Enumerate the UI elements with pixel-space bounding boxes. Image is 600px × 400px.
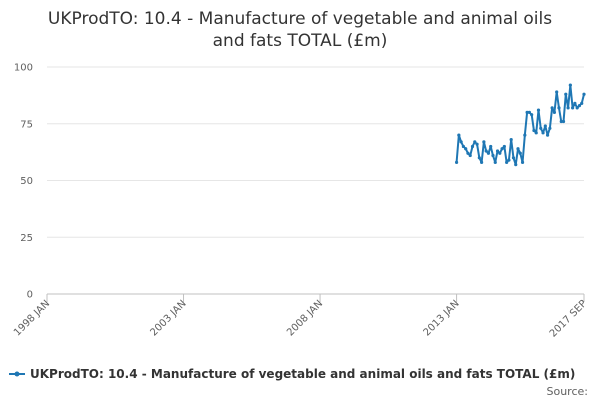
y-tick-label: 75 — [20, 119, 33, 130]
data-point[interactable] — [484, 149, 488, 153]
data-point[interactable] — [500, 147, 504, 151]
data-point[interactable] — [557, 106, 561, 110]
data-point[interactable] — [564, 92, 568, 96]
data-point[interactable] — [571, 106, 575, 110]
data-point[interactable] — [530, 113, 534, 117]
chart-title-line-1: UKProdTO: 10.4 - Manufacture of vegetabl… — [48, 9, 552, 29]
data-point[interactable] — [545, 133, 550, 137]
data-point[interactable] — [532, 128, 536, 133]
data-point[interactable] — [582, 92, 586, 96]
data-point[interactable] — [548, 126, 552, 130]
data-point[interactable] — [527, 110, 531, 114]
series-group — [454, 83, 586, 167]
data-point[interactable] — [491, 153, 495, 158]
data-point[interactable] — [489, 144, 493, 149]
x-tick-label: 2013 JAN — [422, 298, 462, 338]
data-point[interactable] — [495, 149, 500, 153]
y-tick-label: 100 — [14, 63, 33, 74]
x-tick-label: 2003 JAN — [149, 298, 189, 338]
data-point[interactable] — [525, 110, 529, 114]
data-point[interactable] — [502, 144, 506, 149]
x-axis: 1998 JAN 2003 JAN 2008 JAN 2013 JAN 2017 SEP — [12, 294, 589, 340]
data-point[interactable] — [575, 106, 579, 110]
data-point[interactable] — [577, 103, 582, 108]
data-point[interactable] — [498, 151, 502, 155]
data-point[interactable] — [464, 147, 468, 151]
data-point[interactable] — [573, 101, 577, 105]
y-tick-label: 25 — [20, 233, 33, 244]
data-point[interactable] — [543, 124, 547, 128]
data-point[interactable] — [486, 151, 491, 155]
data-point[interactable] — [539, 126, 543, 130]
data-point[interactable] — [559, 119, 563, 124]
data-point[interactable] — [505, 160, 509, 164]
data-point[interactable] — [511, 156, 516, 160]
data-point[interactable] — [520, 160, 525, 164]
data-point[interactable] — [514, 163, 518, 167]
data-point[interactable] — [518, 151, 522, 155]
data-point[interactable] — [509, 138, 513, 142]
data-point[interactable] — [480, 160, 484, 164]
data-point[interactable] — [470, 144, 475, 149]
x-tick-label: 2008 JAN — [285, 298, 325, 338]
x-tick-label: 2017 SEP — [548, 298, 589, 339]
y-tick-label: 0 — [27, 290, 33, 301]
data-point[interactable] — [493, 160, 497, 164]
data-point[interactable] — [457, 133, 461, 137]
data-point[interactable] — [466, 151, 470, 155]
data-point[interactable] — [536, 108, 541, 112]
legend[interactable]: UKProdTO: 10.4 - Manufacture of vegetabl… — [9, 367, 575, 381]
data-point[interactable] — [477, 156, 481, 160]
data-point[interactable] — [568, 83, 572, 87]
data-point[interactable] — [566, 106, 570, 110]
data-point[interactable] — [454, 160, 459, 164]
y-tick-label: 50 — [20, 176, 33, 187]
source-note: Source: — [547, 385, 589, 398]
data-point[interactable] — [482, 140, 486, 144]
data-point[interactable] — [473, 140, 477, 144]
data-point[interactable] — [468, 153, 472, 158]
data-point[interactable] — [580, 101, 584, 105]
data-point[interactable] — [475, 142, 479, 146]
data-point[interactable] — [534, 131, 538, 135]
legend-point-marker — [14, 371, 20, 377]
data-point[interactable] — [561, 119, 566, 124]
data-point[interactable] — [461, 144, 466, 149]
data-point[interactable] — [507, 158, 511, 162]
y-axis: 0 25 50 75 100 — [14, 63, 33, 301]
data-point[interactable] — [516, 147, 520, 151]
gridlines — [47, 66, 584, 295]
chart-title-line-2: and fats TOTAL (£m) — [213, 31, 388, 51]
data-point[interactable] — [555, 90, 559, 94]
data-point[interactable] — [552, 110, 557, 114]
data-point[interactable] — [541, 131, 545, 135]
data-point[interactable] — [550, 106, 554, 110]
legend-label[interactable]: UKProdTO: 10.4 - Manufacture of vegetabl… — [30, 367, 575, 381]
data-point[interactable] — [523, 133, 527, 137]
x-tick-label: 1998 JAN — [12, 298, 52, 338]
data-point[interactable] — [459, 140, 463, 144]
